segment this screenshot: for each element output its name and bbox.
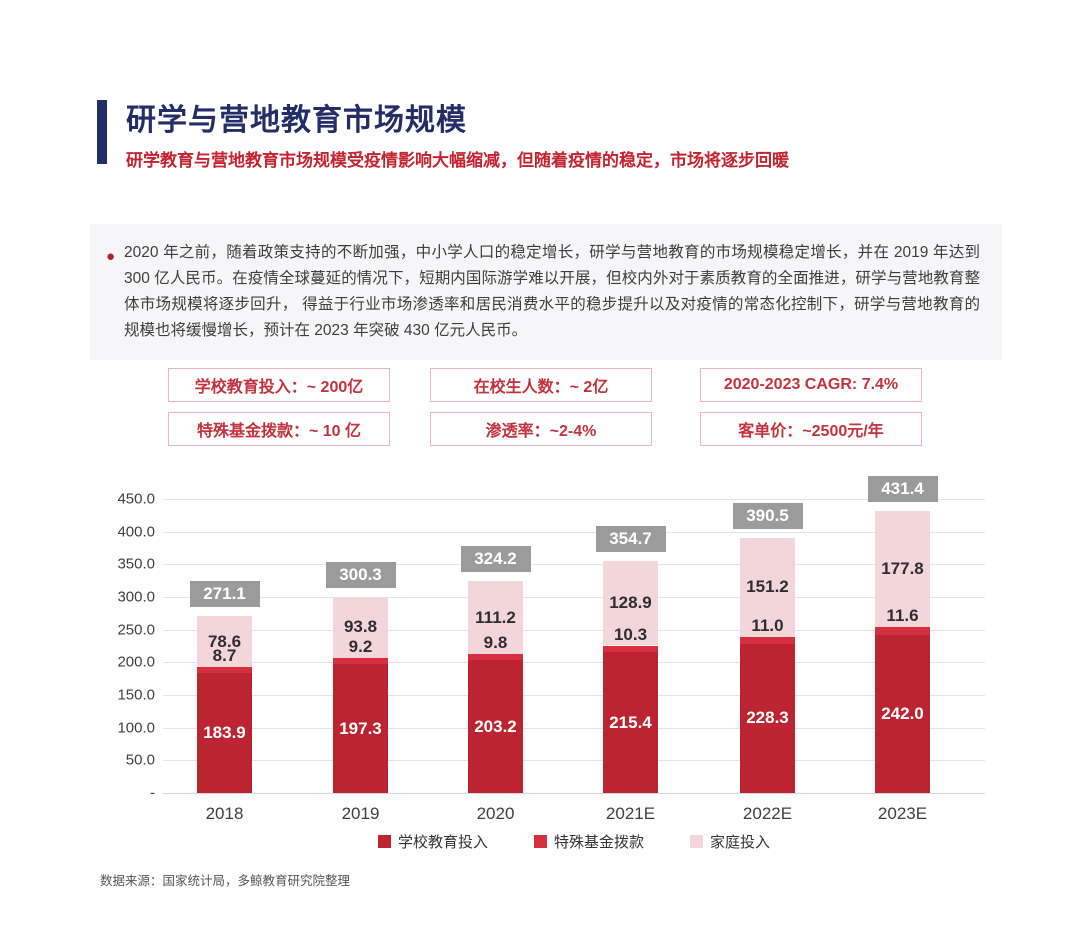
x-axis-label: 2019 [341, 804, 380, 823]
fund-value-label: 10.3 [613, 624, 648, 644]
x-axis-label: 2022E [742, 804, 793, 823]
gridline [163, 793, 985, 794]
gridline [163, 727, 985, 729]
total-label: 390.5 [732, 502, 803, 529]
legend-item: 家庭投入 [690, 831, 770, 852]
bar-segment-school [740, 643, 795, 793]
stat-box-price: 客单价：~2500元/年 [700, 412, 922, 446]
bar-segment-family [197, 615, 252, 668]
y-axis-tick: 150.0 [117, 686, 155, 704]
family-value-label: 177.8 [881, 559, 924, 579]
bar-segment-family [333, 596, 388, 659]
source-note: 数据来源：国家统计局，多鲸教育研究院整理 [100, 874, 351, 888]
page-subtitle: 研学教育与营地教育市场规模受疫情影响大幅缩减，但随着疫情的稳定，市场将逐步回暖 [126, 151, 789, 170]
bar-segment-family [875, 511, 930, 628]
legend-label: 学校教育投入 [397, 834, 488, 851]
page-title: 研学与营地教育市场规模 [126, 104, 467, 137]
bar-segment-fund [333, 658, 388, 665]
fund-value-label: 9.8 [483, 632, 508, 652]
y-axis-tick: 250.0 [117, 621, 155, 639]
bar-segment-school [468, 660, 523, 793]
fund-value-label: 9.2 [348, 637, 373, 657]
total-label: 354.7 [595, 526, 666, 553]
gridline [163, 564, 985, 566]
stat-box-special-fund: 特殊基金拨款：~ 10 亿 [168, 412, 390, 446]
family-value-label: 128.9 [609, 593, 652, 613]
gridline [163, 499, 985, 500]
legend-swatch-icon [533, 835, 547, 848]
stat-box-students: 在校生人数：~ 2亿 [430, 368, 652, 402]
stat-box-school-investment: 学校教育投入：~ 200亿 [168, 368, 390, 402]
family-value-label: 78.6 [207, 631, 242, 651]
y-axis-tick: 200.0 [117, 653, 155, 671]
bar-segment-fund [740, 636, 795, 644]
legend-swatch-icon [377, 835, 391, 848]
fund-value-label: 11.0 [751, 615, 784, 635]
gridline [163, 695, 985, 696]
school-value-label: 215.4 [609, 712, 652, 732]
bar-segment-fund [603, 645, 658, 653]
legend: 学校教育投入 特殊基金拨款 家庭投入 [163, 831, 985, 852]
x-axis-label: 2023E [877, 804, 928, 823]
y-axis-tick: - [150, 784, 155, 802]
family-value-label: 111.2 [475, 607, 516, 627]
gridline [163, 531, 985, 533]
legend-swatch-icon [690, 835, 703, 848]
fund-value-label: 8.7 [212, 646, 237, 666]
legend-label: 家庭投入 [710, 834, 771, 851]
total-label: 300.3 [325, 561, 396, 588]
school-value-label: 183.9 [203, 722, 246, 742]
family-value-label: 93.8 [343, 617, 378, 637]
x-axis-label: 2021E [605, 804, 656, 823]
bar-segment-fund [468, 653, 523, 661]
school-value-label: 197.3 [339, 718, 382, 738]
y-axis-tick: 100.0 [117, 719, 155, 737]
y-axis-tick: 50.0 [125, 751, 155, 769]
total-label: 431.4 [867, 476, 938, 503]
y-axis-tick: 450.0 [117, 490, 155, 508]
gridline [163, 629, 985, 631]
total-label: 271.1 [189, 580, 260, 607]
stat-box-penetration: 渗透率：~2-4% [430, 412, 652, 446]
y-axis-tick: 350.0 [117, 555, 155, 573]
total-label: 324.2 [460, 546, 531, 573]
gridline [163, 597, 985, 598]
bar-segment-school [333, 664, 388, 793]
y-axis-tick: 400.0 [117, 523, 155, 541]
fund-value-label: 11.6 [886, 606, 919, 626]
legend-label: 特殊基金拨款 [553, 834, 644, 851]
y-axis-tick: 300.0 [117, 588, 155, 606]
family-value-label: 151.2 [746, 577, 789, 597]
x-axis-label: 2020 [476, 804, 515, 823]
title-accent-bar [97, 100, 107, 164]
gridline [163, 662, 985, 664]
stat-box-cagr: 2020-2023 CAGR: 7.4% [700, 368, 922, 402]
legend-item: 学校教育投入 [377, 831, 488, 852]
bar-segment-family [740, 537, 795, 637]
x-axis-label: 2018 [205, 804, 244, 823]
bar-segment-family [468, 581, 523, 654]
bullet-icon: ● [106, 248, 116, 265]
bar-segment-school [197, 672, 252, 793]
summary-panel: ● 2020 年之前，随着政策支持的不断加强，中小学人口的稳定增长，研学与营地教… [90, 224, 1002, 360]
school-value-label: 203.2 [474, 716, 517, 736]
bar-segment-family [603, 561, 658, 646]
bar-segment-school [603, 652, 658, 793]
school-value-label: 242.0 [881, 703, 924, 723]
bar-segment-school [875, 634, 930, 793]
school-value-label: 228.3 [746, 708, 789, 728]
gridline [163, 760, 985, 762]
bar-segment-fund [197, 667, 252, 673]
summary-text: 2020 年之前，随着政策支持的不断加强，中小学人口的稳定增长，研学与营地教育的… [124, 244, 980, 339]
bar-segment-fund [875, 627, 930, 635]
legend-item: 特殊基金拨款 [533, 831, 644, 852]
